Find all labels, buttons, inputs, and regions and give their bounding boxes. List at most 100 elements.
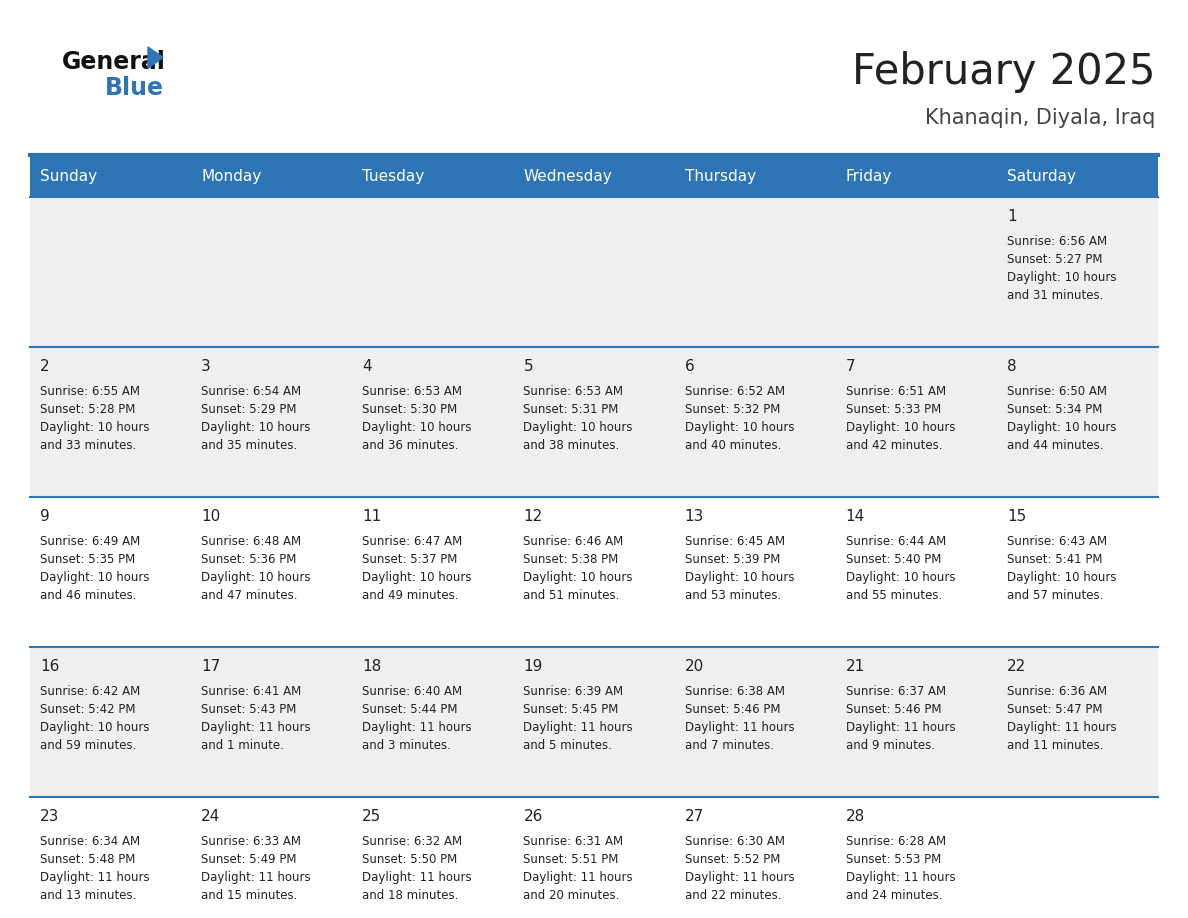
- Text: Sunset: 5:34 PM: Sunset: 5:34 PM: [1007, 403, 1102, 416]
- Text: Sunset: 5:51 PM: Sunset: 5:51 PM: [524, 853, 619, 866]
- Text: Daylight: 10 hours: Daylight: 10 hours: [201, 571, 310, 584]
- Text: 7: 7: [846, 359, 855, 374]
- Text: Sunset: 5:46 PM: Sunset: 5:46 PM: [846, 703, 941, 716]
- Text: and 1 minute.: and 1 minute.: [201, 739, 284, 752]
- Text: and 59 minutes.: and 59 minutes.: [40, 739, 137, 752]
- Text: Daylight: 10 hours: Daylight: 10 hours: [846, 421, 955, 434]
- Text: and 53 minutes.: and 53 minutes.: [684, 589, 781, 602]
- Text: Sunrise: 6:31 AM: Sunrise: 6:31 AM: [524, 835, 624, 848]
- Text: and 57 minutes.: and 57 minutes.: [1007, 589, 1104, 602]
- Text: 13: 13: [684, 509, 704, 524]
- Text: Sunset: 5:37 PM: Sunset: 5:37 PM: [362, 553, 457, 566]
- Text: Sunset: 5:29 PM: Sunset: 5:29 PM: [201, 403, 297, 416]
- Text: and 38 minutes.: and 38 minutes.: [524, 439, 620, 452]
- Text: Sunrise: 6:52 AM: Sunrise: 6:52 AM: [684, 385, 785, 398]
- Text: Friday: Friday: [846, 169, 892, 184]
- Bar: [30, 155, 1158, 197]
- Text: Sunset: 5:38 PM: Sunset: 5:38 PM: [524, 553, 619, 566]
- Text: Monday: Monday: [201, 169, 261, 184]
- Text: 24: 24: [201, 809, 221, 824]
- Text: Blue: Blue: [105, 76, 164, 100]
- Text: and 44 minutes.: and 44 minutes.: [1007, 439, 1104, 452]
- Text: Daylight: 10 hours: Daylight: 10 hours: [362, 571, 472, 584]
- Text: Sunrise: 6:53 AM: Sunrise: 6:53 AM: [362, 385, 462, 398]
- Text: Daylight: 10 hours: Daylight: 10 hours: [362, 421, 472, 434]
- Text: Daylight: 11 hours: Daylight: 11 hours: [846, 721, 955, 734]
- Text: and 18 minutes.: and 18 minutes.: [362, 889, 459, 902]
- Text: Sunset: 5:53 PM: Sunset: 5:53 PM: [846, 853, 941, 866]
- Text: 1: 1: [1007, 209, 1017, 224]
- Text: Daylight: 11 hours: Daylight: 11 hours: [524, 721, 633, 734]
- Text: Sunset: 5:49 PM: Sunset: 5:49 PM: [201, 853, 297, 866]
- Text: Sunrise: 6:33 AM: Sunrise: 6:33 AM: [201, 835, 301, 848]
- Text: Sunset: 5:41 PM: Sunset: 5:41 PM: [1007, 553, 1102, 566]
- Text: Sunrise: 6:30 AM: Sunrise: 6:30 AM: [684, 835, 784, 848]
- Text: and 46 minutes.: and 46 minutes.: [40, 589, 137, 602]
- Text: 19: 19: [524, 659, 543, 674]
- Text: Tuesday: Tuesday: [362, 169, 424, 184]
- Text: Sunrise: 6:50 AM: Sunrise: 6:50 AM: [1007, 385, 1107, 398]
- Text: and 35 minutes.: and 35 minutes.: [201, 439, 297, 452]
- Text: and 51 minutes.: and 51 minutes.: [524, 589, 620, 602]
- Bar: [30, 347, 1158, 497]
- Text: and 5 minutes.: and 5 minutes.: [524, 739, 612, 752]
- Text: 4: 4: [362, 359, 372, 374]
- Text: Khanaqin, Diyala, Iraq: Khanaqin, Diyala, Iraq: [924, 108, 1155, 128]
- Text: Sunrise: 6:38 AM: Sunrise: 6:38 AM: [684, 685, 784, 698]
- Text: Daylight: 10 hours: Daylight: 10 hours: [40, 721, 150, 734]
- Text: Daylight: 10 hours: Daylight: 10 hours: [846, 571, 955, 584]
- Text: Daylight: 11 hours: Daylight: 11 hours: [846, 871, 955, 884]
- Text: and 15 minutes.: and 15 minutes.: [201, 889, 297, 902]
- Text: 23: 23: [40, 809, 59, 824]
- Bar: [30, 497, 1158, 647]
- Bar: [30, 797, 1158, 918]
- Text: Sunrise: 6:48 AM: Sunrise: 6:48 AM: [201, 535, 302, 548]
- Text: Sunrise: 6:54 AM: Sunrise: 6:54 AM: [201, 385, 302, 398]
- Text: 27: 27: [684, 809, 703, 824]
- Text: 8: 8: [1007, 359, 1017, 374]
- Text: and 55 minutes.: and 55 minutes.: [846, 589, 942, 602]
- Text: Daylight: 11 hours: Daylight: 11 hours: [362, 871, 472, 884]
- Text: and 13 minutes.: and 13 minutes.: [40, 889, 137, 902]
- Text: and 49 minutes.: and 49 minutes.: [362, 589, 459, 602]
- Text: Daylight: 11 hours: Daylight: 11 hours: [362, 721, 472, 734]
- Text: Saturday: Saturday: [1007, 169, 1076, 184]
- Text: Daylight: 10 hours: Daylight: 10 hours: [40, 421, 150, 434]
- Text: 10: 10: [201, 509, 221, 524]
- Text: 26: 26: [524, 809, 543, 824]
- Text: Daylight: 10 hours: Daylight: 10 hours: [684, 421, 794, 434]
- Text: 14: 14: [846, 509, 865, 524]
- Text: Sunrise: 6:47 AM: Sunrise: 6:47 AM: [362, 535, 462, 548]
- Text: Sunrise: 6:53 AM: Sunrise: 6:53 AM: [524, 385, 624, 398]
- Text: Sunrise: 6:40 AM: Sunrise: 6:40 AM: [362, 685, 462, 698]
- Text: Sunset: 5:39 PM: Sunset: 5:39 PM: [684, 553, 781, 566]
- Text: 16: 16: [40, 659, 59, 674]
- Text: Sunrise: 6:43 AM: Sunrise: 6:43 AM: [1007, 535, 1107, 548]
- Text: 18: 18: [362, 659, 381, 674]
- Bar: [30, 197, 1158, 347]
- Text: Wednesday: Wednesday: [524, 169, 612, 184]
- Text: Sunrise: 6:42 AM: Sunrise: 6:42 AM: [40, 685, 140, 698]
- Text: Thursday: Thursday: [684, 169, 756, 184]
- Text: Sunset: 5:40 PM: Sunset: 5:40 PM: [846, 553, 941, 566]
- Text: Sunset: 5:45 PM: Sunset: 5:45 PM: [524, 703, 619, 716]
- Text: 21: 21: [846, 659, 865, 674]
- Text: Sunrise: 6:55 AM: Sunrise: 6:55 AM: [40, 385, 140, 398]
- Text: Sunrise: 6:32 AM: Sunrise: 6:32 AM: [362, 835, 462, 848]
- Text: Sunset: 5:44 PM: Sunset: 5:44 PM: [362, 703, 457, 716]
- Text: Daylight: 10 hours: Daylight: 10 hours: [1007, 571, 1117, 584]
- Text: Sunset: 5:27 PM: Sunset: 5:27 PM: [1007, 253, 1102, 266]
- Text: Sunrise: 6:37 AM: Sunrise: 6:37 AM: [846, 685, 946, 698]
- Text: Sunrise: 6:56 AM: Sunrise: 6:56 AM: [1007, 235, 1107, 248]
- Text: Daylight: 11 hours: Daylight: 11 hours: [201, 871, 311, 884]
- Text: 20: 20: [684, 659, 703, 674]
- Text: and 42 minutes.: and 42 minutes.: [846, 439, 942, 452]
- Text: and 11 minutes.: and 11 minutes.: [1007, 739, 1104, 752]
- Text: and 7 minutes.: and 7 minutes.: [684, 739, 773, 752]
- Text: Sunset: 5:30 PM: Sunset: 5:30 PM: [362, 403, 457, 416]
- Text: 5: 5: [524, 359, 533, 374]
- Text: 12: 12: [524, 509, 543, 524]
- Text: 17: 17: [201, 659, 221, 674]
- Text: Sunrise: 6:44 AM: Sunrise: 6:44 AM: [846, 535, 946, 548]
- Text: Sunset: 5:47 PM: Sunset: 5:47 PM: [1007, 703, 1102, 716]
